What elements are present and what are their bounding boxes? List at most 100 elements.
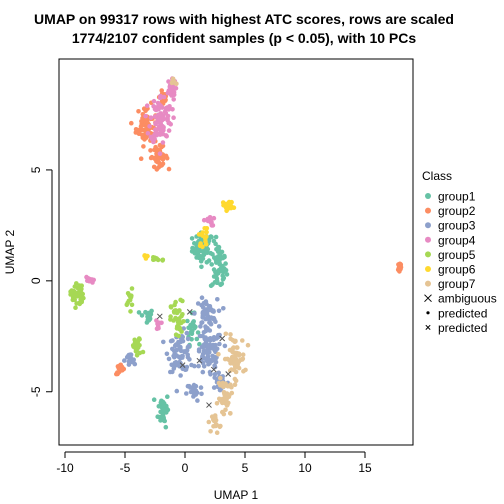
group6-point bbox=[223, 205, 229, 210]
group6-point bbox=[204, 234, 209, 239]
group1-point bbox=[188, 322, 193, 328]
group3-point bbox=[217, 387, 223, 393]
group1-point bbox=[185, 318, 190, 324]
group7-point bbox=[229, 354, 235, 360]
legend-label: group4 bbox=[438, 233, 476, 247]
group1-point bbox=[161, 415, 166, 420]
group6-point bbox=[229, 204, 235, 210]
group5-point bbox=[173, 308, 178, 313]
x-tick-label: -5 bbox=[120, 461, 131, 475]
group3-point bbox=[180, 353, 185, 359]
group1-point bbox=[189, 236, 195, 241]
group1-point bbox=[213, 270, 218, 275]
group3-point bbox=[173, 363, 178, 368]
legend-marker bbox=[425, 236, 431, 243]
group7-point bbox=[206, 419, 212, 425]
group7-point bbox=[222, 396, 227, 401]
scatter-points bbox=[68, 76, 404, 436]
group2-point bbox=[158, 163, 164, 168]
group7-point bbox=[208, 429, 213, 434]
group7-point bbox=[221, 411, 227, 417]
legend-item-group1: group1 bbox=[425, 190, 476, 204]
group1-point bbox=[209, 262, 214, 267]
group1-point bbox=[158, 418, 163, 423]
group7-point bbox=[224, 403, 230, 408]
group3-point bbox=[198, 324, 203, 329]
group7-point bbox=[235, 362, 240, 368]
legend-marker bbox=[425, 222, 431, 229]
group1-point bbox=[139, 313, 145, 318]
group3-point bbox=[172, 343, 178, 349]
group5-point bbox=[129, 286, 135, 291]
group6-point bbox=[203, 239, 208, 244]
group3-point bbox=[216, 334, 222, 340]
group5-point bbox=[160, 258, 165, 263]
plot-frame bbox=[58, 58, 414, 446]
group1-point bbox=[161, 401, 167, 407]
legend-item-group5: group5 bbox=[425, 248, 476, 262]
legend-label: ambiguous bbox=[438, 292, 497, 306]
group4-point bbox=[145, 131, 151, 136]
group3-point bbox=[213, 359, 219, 365]
group7-point bbox=[234, 357, 239, 362]
group6-point bbox=[199, 232, 204, 237]
group2-point bbox=[133, 127, 139, 132]
group1-point bbox=[214, 260, 219, 265]
group4-point bbox=[151, 139, 156, 145]
group3-point bbox=[161, 339, 166, 345]
y-tick-label: -5 bbox=[29, 386, 43, 397]
x-tick-label: 15 bbox=[358, 461, 372, 475]
group3-point bbox=[213, 342, 218, 348]
group4-point bbox=[158, 128, 164, 133]
x-axis: -10 -5 0 5 10 15 bbox=[56, 451, 372, 475]
group7-point bbox=[223, 331, 229, 337]
group2-point bbox=[397, 269, 402, 274]
group7-point bbox=[232, 367, 237, 373]
group5-point bbox=[72, 297, 77, 303]
legend-item-predicted: predicted bbox=[425, 321, 487, 335]
group4-point bbox=[171, 115, 176, 120]
ambiguous-point bbox=[156, 313, 163, 320]
group7-point bbox=[214, 430, 220, 436]
group4-point bbox=[205, 216, 211, 222]
group4-point bbox=[166, 128, 172, 133]
group1-point bbox=[196, 249, 201, 255]
group4-point bbox=[201, 217, 207, 223]
group5-point bbox=[175, 324, 181, 329]
group3-point bbox=[207, 307, 213, 313]
legend: Class group1group2group3group4group5grou… bbox=[422, 169, 497, 335]
group4-point bbox=[90, 280, 95, 285]
group3-point bbox=[186, 343, 191, 349]
group6-point bbox=[197, 243, 203, 249]
ambiguous-point bbox=[219, 335, 226, 342]
group3-point bbox=[212, 317, 217, 322]
group4-point bbox=[157, 151, 163, 156]
group3-point bbox=[212, 364, 218, 370]
group7-point bbox=[209, 414, 215, 420]
group4-point bbox=[148, 115, 154, 120]
group1-point bbox=[210, 282, 215, 287]
group2-point bbox=[119, 364, 125, 370]
group5-point bbox=[134, 339, 140, 345]
group7-point bbox=[230, 338, 236, 343]
group3-point bbox=[166, 356, 172, 362]
group4-point bbox=[159, 320, 164, 326]
group3-point bbox=[174, 353, 179, 358]
group1-point bbox=[205, 250, 210, 255]
group3-point bbox=[200, 354, 205, 359]
ambiguous-point bbox=[196, 357, 203, 364]
group3-point bbox=[206, 348, 211, 354]
group1-point bbox=[221, 268, 226, 274]
group7-point bbox=[240, 352, 246, 358]
legend-marker bbox=[425, 193, 431, 199]
group7-point bbox=[241, 369, 246, 374]
group3-point bbox=[174, 388, 180, 394]
x-tick-label: 0 bbox=[182, 461, 189, 475]
group1-point bbox=[204, 260, 210, 265]
group4-point bbox=[85, 278, 90, 284]
group5-point bbox=[168, 317, 173, 322]
group2-point bbox=[166, 166, 172, 172]
group3-point bbox=[164, 351, 170, 357]
legend-label: group1 bbox=[438, 190, 476, 204]
group7-point bbox=[233, 378, 239, 384]
